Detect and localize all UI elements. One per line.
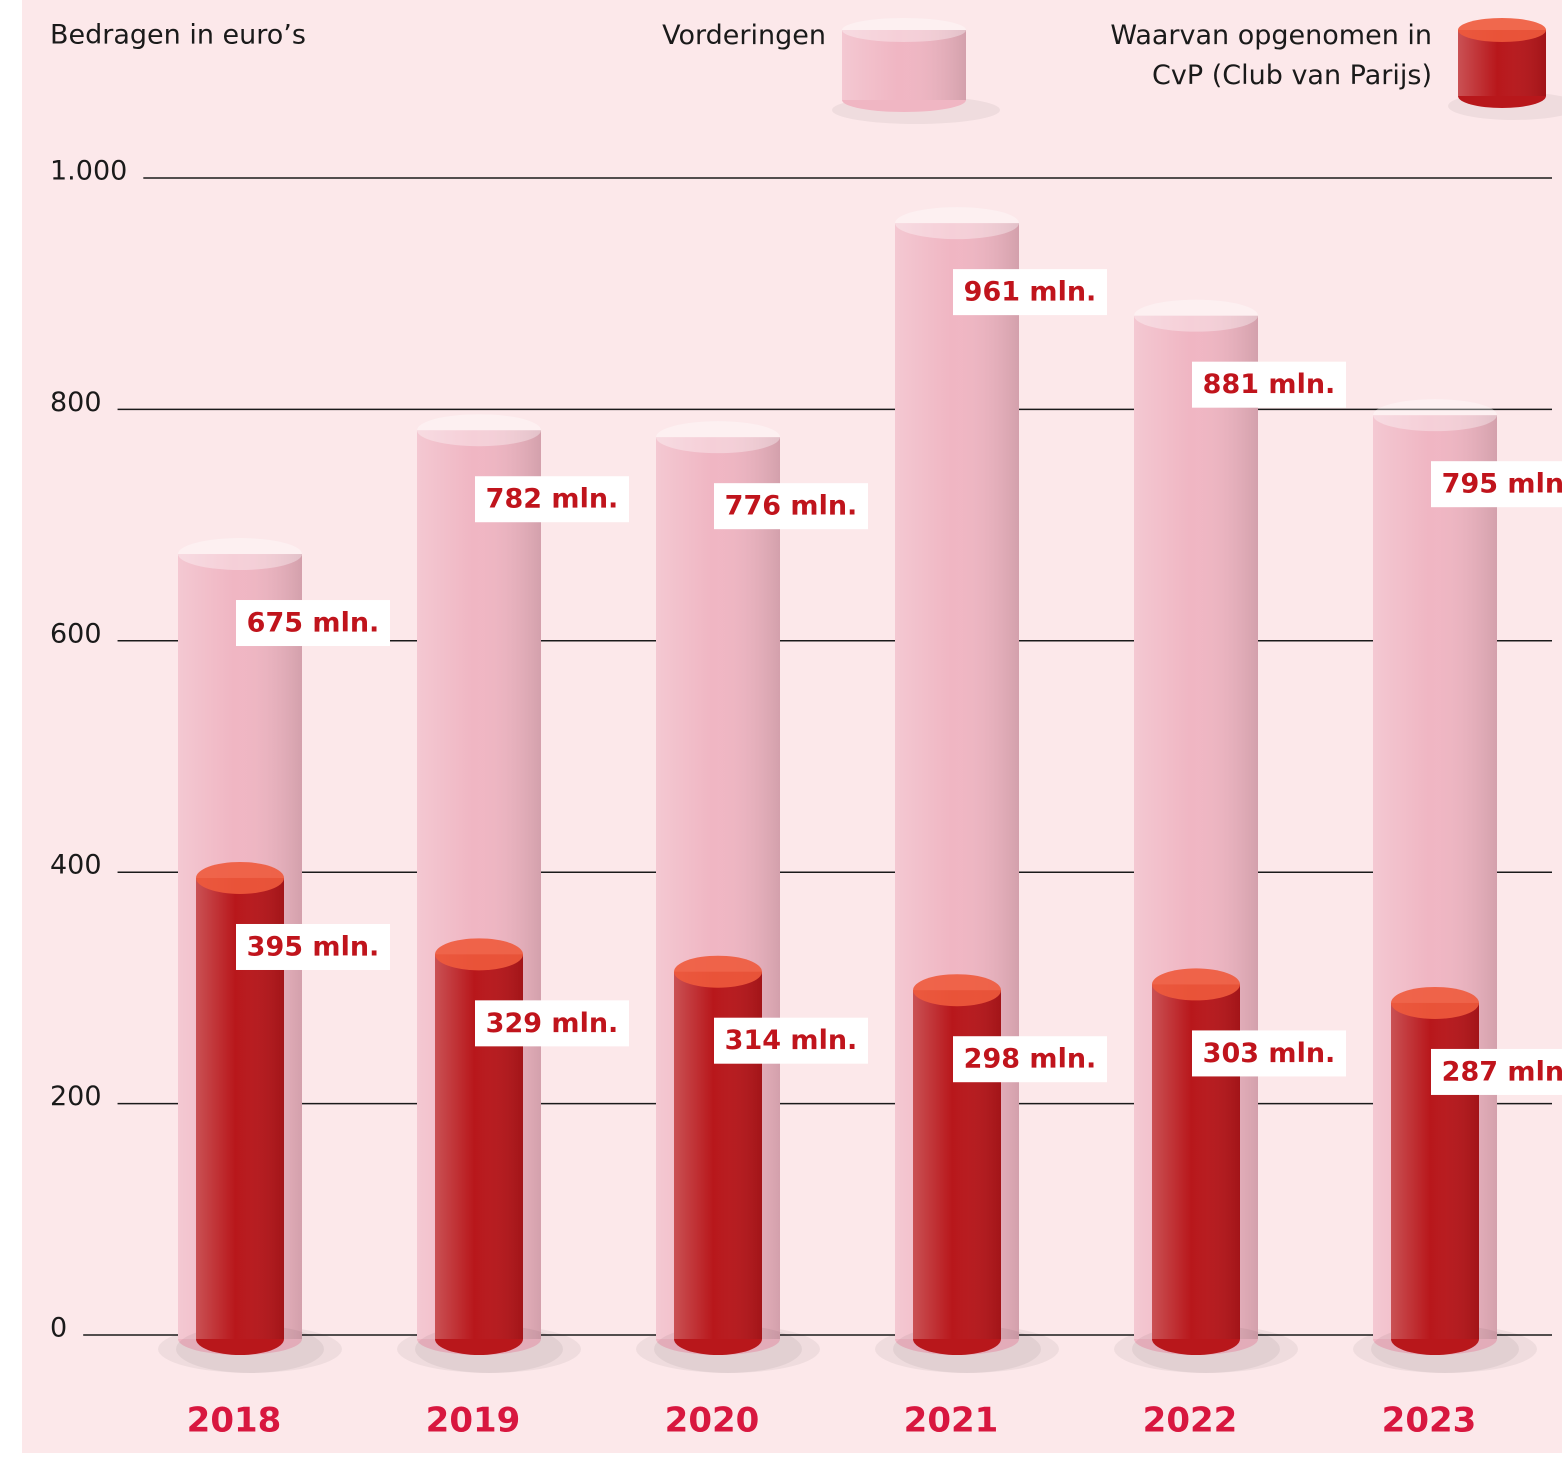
value-label-box: [475, 1000, 629, 1047]
value-label-box: [475, 476, 629, 523]
cylinder-top: [1391, 986, 1479, 1019]
cylinder-top: [1152, 968, 1240, 1001]
value-label-box: [1431, 461, 1562, 508]
cylinder-top: [913, 974, 1001, 1007]
value-label-box: [714, 1017, 868, 1064]
value-label: 795 mln.: [1442, 469, 1562, 500]
value-label: 329 mln.: [486, 1008, 619, 1039]
value-label-box: [1192, 1030, 1346, 1077]
cylinder-top: [656, 421, 780, 454]
cylinder-top: [178, 538, 302, 571]
value-label: 881 mln.: [1203, 369, 1336, 400]
legend-shade: [842, 30, 966, 100]
cylinder-top: [196, 861, 284, 894]
cylinder-top: [417, 414, 541, 447]
value-label-box: [953, 1036, 1107, 1083]
legend-entry: Vorderingen: [662, 20, 826, 51]
value-label-box: [1192, 361, 1346, 408]
x-tick-label: 2023: [1382, 1401, 1477, 1441]
y-axis-label: Bedragen in euro’s: [50, 20, 306, 51]
value-label-box: [1431, 1048, 1562, 1095]
legend-swatch-top: [842, 18, 966, 42]
x-tick-label: 2020: [665, 1401, 760, 1441]
value-label: 298 mln.: [964, 1044, 1097, 1075]
value-label: 782 mln.: [486, 484, 619, 515]
value-label: 395 mln.: [247, 931, 380, 962]
cylinder-top: [895, 207, 1019, 240]
cylinder-top: [1373, 399, 1497, 432]
value-label: 776 mln.: [725, 491, 858, 522]
y-tick-label: 0: [50, 1313, 67, 1344]
y-tick-label: 400: [50, 850, 102, 881]
x-tick-label: 2019: [426, 1401, 521, 1441]
cylinder-top: [1134, 299, 1258, 332]
x-tick-label: 2018: [187, 1401, 282, 1441]
value-label-box: [236, 923, 390, 970]
value-label-box: [714, 483, 868, 530]
x-tick-label: 2022: [1143, 1401, 1238, 1441]
legend-swatch-top: [1458, 18, 1546, 42]
cylinder-top: [674, 955, 762, 988]
value-label: 287 mln.: [1442, 1056, 1562, 1087]
y-tick-label: 200: [50, 1081, 102, 1112]
value-label: 961 mln.: [964, 277, 1097, 308]
value-label: 314 mln.: [725, 1025, 858, 1056]
value-label-box: [953, 269, 1107, 316]
y-tick-label: 600: [50, 618, 102, 649]
value-label: 675 mln.: [247, 608, 380, 639]
cylinder-top: [435, 938, 523, 971]
value-label: 303 mln.: [1203, 1038, 1336, 1069]
value-label-box: [236, 600, 390, 647]
y-tick-label: 1.000: [50, 156, 127, 187]
x-tick-label: 2021: [904, 1401, 999, 1441]
legend-entry: Waarvan opgenomen in CvP (Club van Parij…: [1110, 20, 1432, 91]
y-tick-label: 800: [50, 387, 102, 418]
